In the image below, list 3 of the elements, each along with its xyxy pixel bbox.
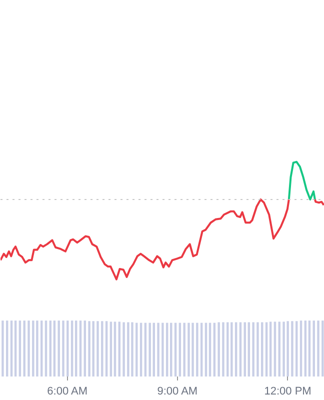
x-tick-label: 6:00 AM	[47, 386, 88, 398]
x-tick-label: 9:00 AM	[157, 386, 198, 398]
x-tick-label: 12:00 PM	[264, 386, 312, 398]
